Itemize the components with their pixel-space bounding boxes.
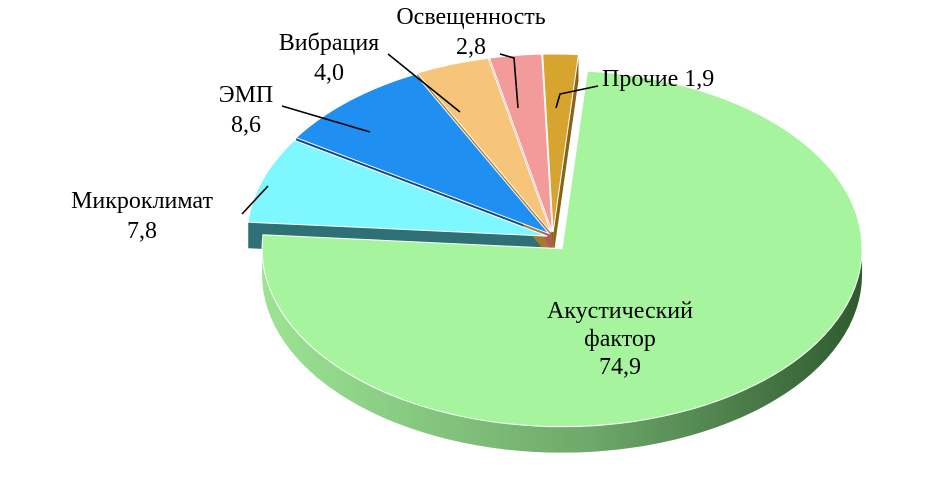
- label-vibration-line-1: 4,0: [314, 60, 344, 86]
- leader-line-lighting: [499, 53, 519, 109]
- label-other: Прочие 1,9: [602, 66, 714, 92]
- label-emf-line-1: 8,6: [231, 112, 261, 138]
- leader-line-microclimate: [241, 185, 269, 215]
- label-acoustic-line-0: Акустический: [547, 298, 693, 324]
- leader-line-emf: [281, 105, 371, 133]
- label-microclimate-line-0: Микроклимат: [71, 188, 213, 214]
- label-emf-line-0: ЭМП: [219, 82, 274, 108]
- label-acoustic-line-1: фактор: [584, 326, 656, 352]
- label-microclimate-line-1: 7,8: [127, 218, 157, 244]
- label-vibration-line-0: Вибрация: [279, 30, 379, 56]
- slice-vibration: [416, 57, 552, 233]
- label-emf: ЭМП 8,6: [219, 82, 274, 138]
- slice-lighting: [488, 53, 553, 233]
- label-acoustic-line-2: 74,9: [599, 354, 641, 380]
- leader-lines: [241, 53, 599, 215]
- data-labels: Акустический фактор 74,9 Микроклимат 7,8 ЭМП 8…: [71, 4, 714, 380]
- label-vibration: Вибрация 4,0: [279, 30, 379, 86]
- pie-tops: [247, 53, 863, 428]
- slice-wall-other-1: [553, 54, 579, 259]
- slice-other: [542, 53, 580, 233]
- label-lighting: Освещенность 2,8: [396, 4, 545, 60]
- label-lighting-line-1: 2,8: [456, 34, 486, 60]
- label-microclimate: Микроклимат 7,8: [71, 188, 213, 244]
- label-lighting-line-0: Освещенность: [396, 4, 545, 30]
- slice-acoustic: [261, 70, 863, 428]
- label-acoustic: Акустический фактор 74,9: [547, 298, 693, 380]
- leader-line-other: [555, 85, 599, 109]
- leader-line-vibration: [387, 53, 461, 113]
- label-other-line-0: Прочие 1,9: [602, 66, 714, 92]
- slice-microclimate: [247, 139, 548, 237]
- slice-emf: [295, 73, 551, 235]
